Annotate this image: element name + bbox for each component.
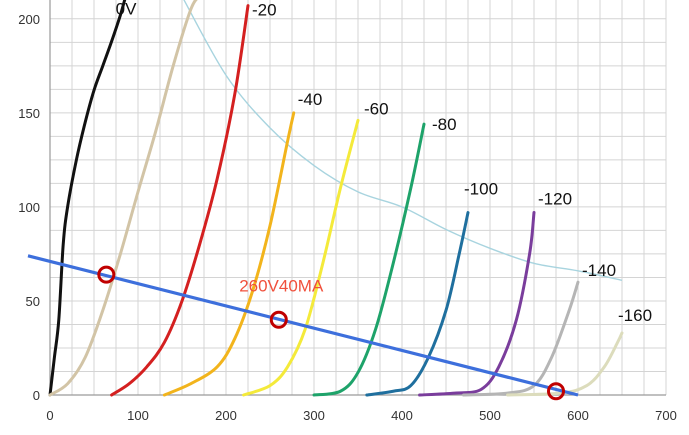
operating-point-marker bbox=[269, 310, 288, 329]
max-dissipation-curve bbox=[183, 0, 623, 281]
y-tick-label: 50 bbox=[26, 294, 40, 309]
x-tick-label: 500 bbox=[479, 408, 501, 423]
grid bbox=[49, 0, 667, 396]
x-tick-label: 700 bbox=[655, 408, 677, 423]
plate-curve-40 bbox=[162, 111, 296, 397]
x-tick-label: 0 bbox=[46, 408, 53, 423]
x-tick-label: 400 bbox=[391, 408, 413, 423]
y-tick-label: 0 bbox=[33, 388, 40, 403]
x-tick-label: 200 bbox=[215, 408, 237, 423]
plate-curve-20 bbox=[110, 4, 250, 397]
curve-label: -40 bbox=[298, 90, 323, 109]
operating-point-marker bbox=[97, 265, 116, 284]
y-tick-label: 150 bbox=[18, 106, 40, 121]
curve-label: -80 bbox=[432, 115, 457, 134]
curve-label: -20 bbox=[252, 1, 277, 20]
overlay-group bbox=[27, 254, 579, 401]
curve-label: -140 bbox=[582, 261, 616, 280]
curve-label: -160 bbox=[618, 306, 652, 325]
curve-label: -100 bbox=[464, 180, 498, 199]
y-tick-label: 200 bbox=[18, 12, 40, 27]
curve-label: 0V bbox=[116, 0, 137, 18]
load-line bbox=[27, 254, 579, 397]
plate-curve-0V bbox=[48, 0, 127, 397]
curve-label: -120 bbox=[538, 190, 572, 209]
plate-curve-120 bbox=[418, 211, 536, 397]
plate-curve-140 bbox=[462, 280, 580, 397]
y-tick-label: 100 bbox=[18, 200, 40, 215]
plate-curve-160 bbox=[506, 331, 624, 397]
x-tick-label: 300 bbox=[303, 408, 325, 423]
plate-curve-unlabeled-1 bbox=[48, 0, 198, 397]
x-tick-label: 600 bbox=[567, 408, 589, 423]
x-tick-label: 100 bbox=[127, 408, 149, 423]
labels-group: 0V -20 -40 -60 -80 -100 -120 -140 -160 260V40MA bbox=[116, 0, 652, 325]
operating-point-annotation: 260V40MA bbox=[239, 277, 324, 296]
curve-label: -60 bbox=[364, 99, 389, 118]
plate-curve-80 bbox=[312, 122, 426, 397]
operating-point-marker bbox=[547, 382, 565, 401]
